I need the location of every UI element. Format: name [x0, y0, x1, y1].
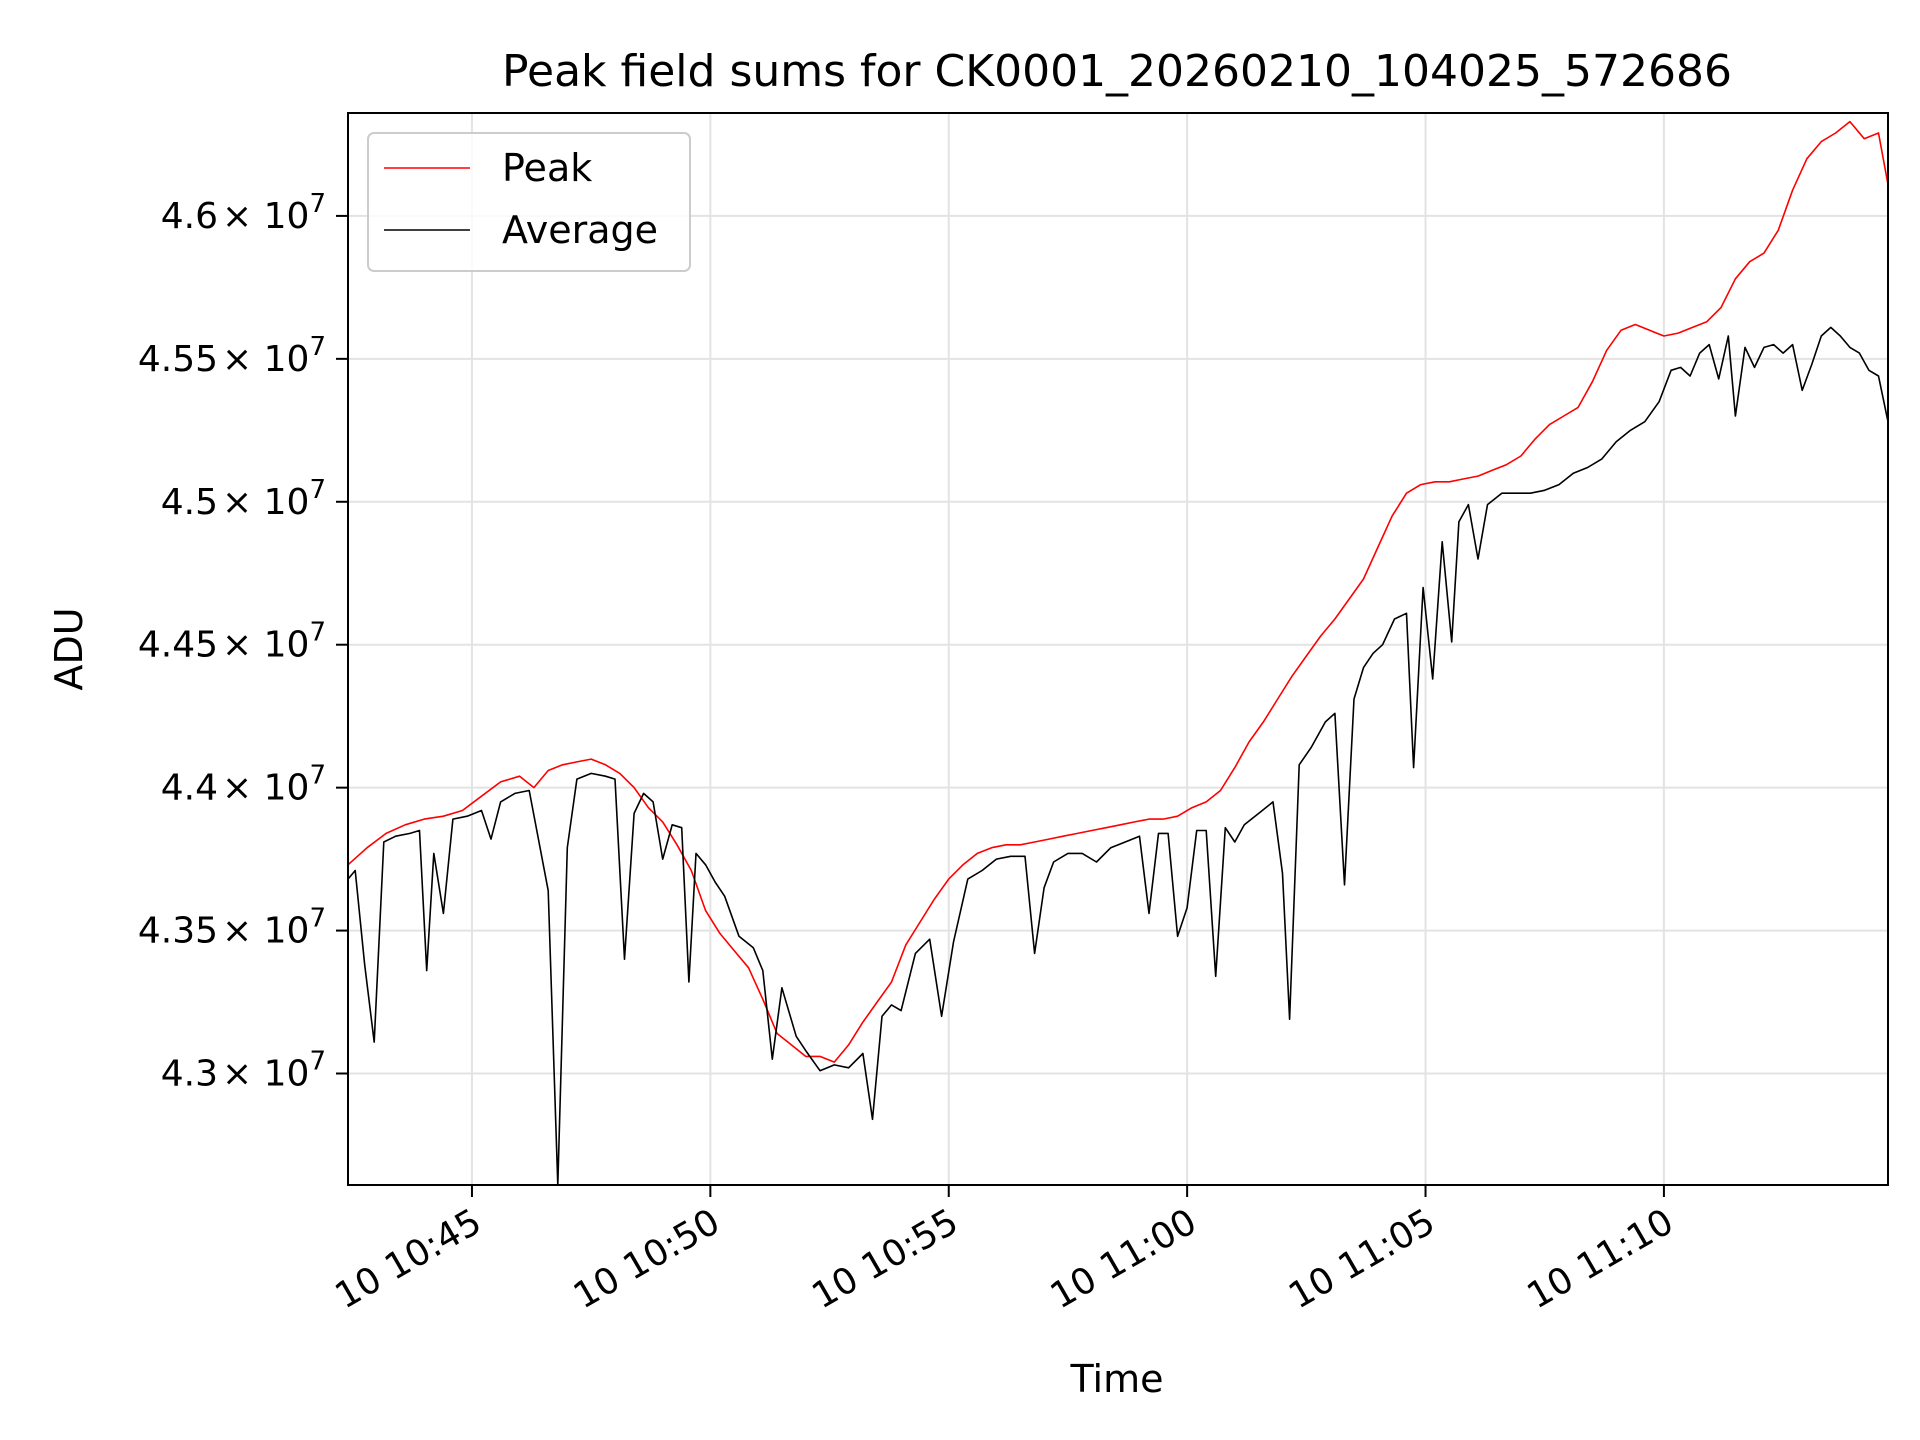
y-tick-multiplier: × 10	[222, 482, 309, 523]
y-tick-multiplier: × 10	[222, 1054, 309, 1095]
grid-lines	[348, 113, 1888, 1185]
chart-title: Peak field sums for CK0001_20260210_1040…	[502, 46, 1732, 97]
y-tick-label: 4.45 × 107	[138, 618, 326, 666]
y-tick-mantissa: 4.5	[161, 482, 218, 523]
plot-frame	[347, 112, 1889, 1186]
y-axis-label: ADU	[47, 607, 91, 690]
y-tick-label: 4.35 × 107	[138, 904, 326, 952]
y-tick-label: 4.4 × 107	[161, 761, 326, 809]
y-tick-mantissa: 4.4	[161, 768, 218, 809]
y-tick-multiplier: × 10	[222, 768, 309, 809]
y-tick-multiplier: × 10	[222, 339, 309, 380]
legend: Peak Average	[367, 132, 691, 272]
y-tick-multiplier: × 10	[222, 911, 309, 952]
y-tick-multiplier: × 10	[222, 196, 309, 237]
y-tick-exponent: 7	[309, 904, 326, 934]
x-axis-label: Time	[1070, 1357, 1164, 1401]
y-tick-mantissa: 4.3	[161, 1054, 218, 1095]
y-tick-multiplier: × 10	[222, 625, 309, 666]
y-tick-exponent: 7	[309, 618, 326, 648]
series-lines	[348, 120, 1888, 1185]
y-tick-label: 4.55 × 107	[138, 332, 326, 380]
legend-label-peak: Peak	[502, 146, 592, 190]
y-tick-exponent: 7	[309, 761, 326, 791]
y-tick-label: 4.5 × 107	[161, 475, 326, 523]
legend-label-average: Average	[502, 208, 658, 252]
series-line-average	[348, 326, 1888, 1185]
y-tick-mantissa: 4.6	[161, 196, 218, 237]
y-tick-exponent: 7	[309, 475, 326, 505]
y-tick-mantissa: 4.35	[138, 911, 218, 952]
y-tick-mantissa: 4.45	[138, 625, 218, 666]
y-tick-exponent: 7	[309, 1047, 326, 1077]
y-tick-exponent: 7	[309, 332, 326, 362]
y-tick-mantissa: 4.55	[138, 339, 218, 380]
y-tick-exponent: 7	[309, 189, 326, 219]
y-tick-label: 4.6 × 107	[161, 189, 326, 237]
y-tick-label: 4.3 × 107	[161, 1047, 326, 1095]
